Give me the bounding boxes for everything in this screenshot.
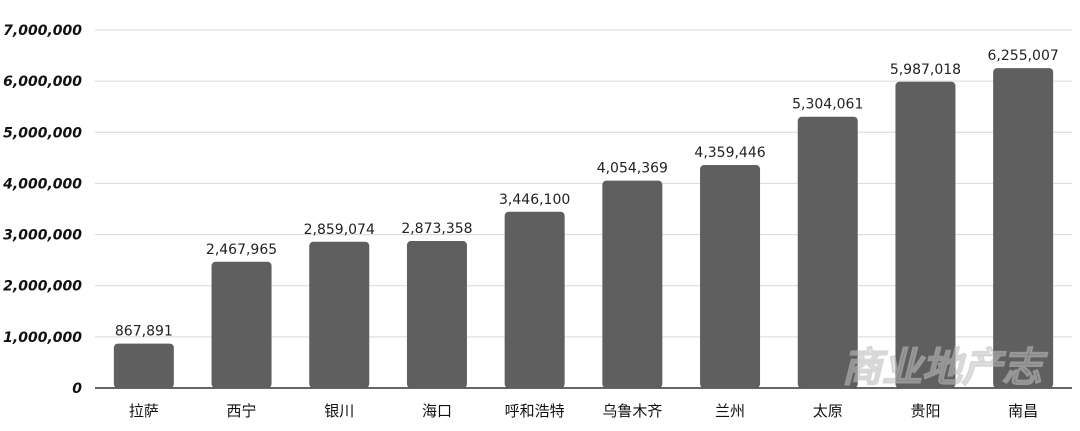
bar bbox=[406, 241, 467, 388]
data-label: 867,891 bbox=[115, 324, 173, 340]
x-tick-label: 西宁 bbox=[227, 402, 257, 420]
x-tick-label: 贵阳 bbox=[910, 402, 940, 420]
data-label: 6,255,007 bbox=[988, 48, 1059, 64]
x-tick-label: 兰州 bbox=[715, 402, 745, 420]
bars bbox=[113, 68, 1054, 388]
bar bbox=[309, 241, 370, 388]
data-labels: 867,891 2,467,965 2,859,074 2,873,358 3,446,… bbox=[115, 48, 1059, 340]
bar bbox=[211, 261, 272, 388]
bar bbox=[700, 165, 761, 388]
data-label: 2,859,074 bbox=[304, 222, 375, 238]
y-axis-ticks: 0 1,000,000 2,000,000 3,000,000 4,000,000 5,0… bbox=[2, 23, 82, 397]
x-tick-label: 太原 bbox=[813, 402, 843, 420]
data-label: 2,873,358 bbox=[401, 221, 472, 237]
data-label: 4,359,446 bbox=[694, 145, 765, 161]
y-tick-label: 4,000,000 bbox=[2, 176, 82, 192]
data-label: 2,467,965 bbox=[206, 242, 277, 258]
y-tick-label: 5,000,000 bbox=[3, 125, 82, 141]
y-tick-label: 7,000,000 bbox=[3, 23, 82, 39]
x-tick-label: 南昌 bbox=[1008, 402, 1038, 420]
x-tick-label: 银川 bbox=[324, 402, 354, 420]
y-tick-label: 1,000,000 bbox=[3, 330, 82, 346]
data-label: 5,987,018 bbox=[890, 62, 961, 78]
y-tick-label: 0 bbox=[72, 381, 82, 397]
y-tick-label: 3,000,000 bbox=[3, 228, 82, 244]
bar bbox=[895, 81, 956, 388]
bar bbox=[797, 116, 858, 388]
bar bbox=[993, 68, 1054, 388]
x-tick-label: 呼和浩特 bbox=[505, 402, 565, 420]
y-tick-label: 2,000,000 bbox=[3, 279, 82, 295]
bar bbox=[113, 343, 174, 388]
data-label: 4,054,369 bbox=[597, 161, 668, 177]
bar bbox=[504, 211, 565, 388]
x-tick-label: 乌鲁木齐 bbox=[602, 402, 662, 420]
y-tick-label: 6,000,000 bbox=[3, 74, 82, 90]
data-label: 3,446,100 bbox=[499, 192, 570, 208]
bar bbox=[602, 180, 663, 388]
watermark: 商业地产志 bbox=[842, 345, 1048, 391]
data-label: 5,304,061 bbox=[792, 97, 863, 113]
x-tick-label: 海口 bbox=[422, 402, 452, 420]
x-axis-ticks: 拉萨 西宁 银川 海口 呼和浩特 乌鲁木齐 兰州 太原 贵阳 南昌 bbox=[129, 402, 1038, 420]
x-tick-label: 拉萨 bbox=[129, 402, 159, 420]
